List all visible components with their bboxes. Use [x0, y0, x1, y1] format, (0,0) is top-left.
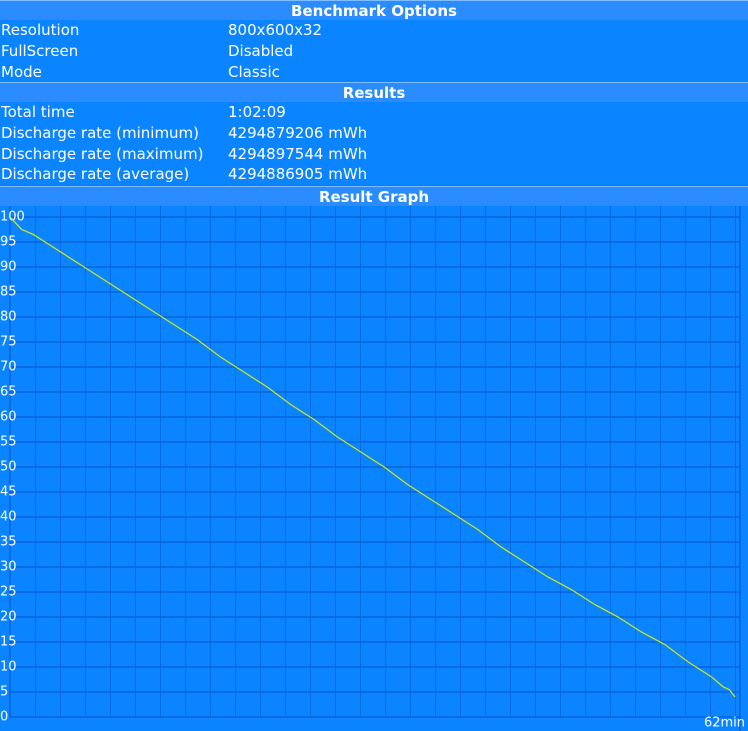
y-tick-label: 20	[0, 610, 17, 625]
row-label: Discharge rate (average)	[1, 165, 190, 184]
y-tick-label: 35	[0, 535, 17, 550]
info-row: Total time 1:02:09	[0, 102, 748, 123]
y-tick-label: 0	[0, 710, 8, 725]
y-tick-label: 95	[0, 235, 17, 250]
row-value: 4294886905 mWh	[228, 165, 368, 184]
y-tick-label: 60	[0, 410, 17, 425]
row-label: Resolution	[1, 21, 80, 39]
row-value: Classic	[228, 62, 280, 81]
row-value: 800x600x32	[228, 21, 323, 39]
info-row: FullScreen Disabled	[0, 40, 748, 62]
info-row: Discharge rate (maximum) 4294897544 mWh	[0, 143, 748, 165]
section-header: Benchmark Options	[0, 0, 748, 20]
row-value: 4294897544 mWh	[228, 144, 368, 163]
row-value: 4294879206 mWh	[228, 123, 368, 142]
x-end-label: 62min	[704, 716, 745, 731]
info-row: Discharge rate (minimum) 4294879206 mWh	[0, 122, 748, 144]
y-tick-label: 25	[0, 585, 17, 600]
y-tick-label: 65	[0, 385, 17, 400]
y-tick-label: 75	[0, 335, 17, 350]
y-tick-label: 10	[0, 660, 17, 675]
y-tick-label: 45	[0, 485, 17, 500]
info-row: Resolution 800x600x32	[0, 20, 748, 41]
y-tick-label: 70	[0, 360, 17, 375]
y-tick-label: 40	[0, 510, 17, 525]
y-tick-label: 80	[0, 310, 17, 325]
section-header: Results	[0, 82, 748, 102]
y-tick-label: 100	[0, 210, 25, 225]
row-label: Total time	[1, 103, 75, 121]
y-tick-label: 85	[0, 285, 17, 300]
graph-header: Result Graph	[0, 186, 748, 206]
row-value: 1:02:09	[228, 103, 286, 121]
y-tick-label: 15	[0, 635, 17, 650]
discharge-line	[9, 216, 736, 698]
row-label: Mode	[1, 62, 42, 81]
y-tick-label: 90	[0, 260, 17, 275]
info-row: Discharge rate (average) 4294886905 mWh	[0, 164, 748, 186]
y-tick-label: 30	[0, 560, 17, 575]
row-label: FullScreen	[1, 41, 79, 60]
y-tick-label: 55	[0, 435, 17, 450]
row-value: Disabled	[228, 41, 294, 60]
row-label: Discharge rate (maximum)	[1, 144, 204, 163]
info-row: Mode Classic	[0, 61, 748, 83]
row-label: Discharge rate (minimum)	[1, 123, 200, 142]
result-graph: 0 5 10 15 20 25 30 35 40 45 50 55 60 65 70 75 80 85 90 95 10…	[0, 206, 748, 731]
y-tick-label: 50	[0, 460, 17, 475]
y-tick-label: 5	[0, 685, 8, 700]
